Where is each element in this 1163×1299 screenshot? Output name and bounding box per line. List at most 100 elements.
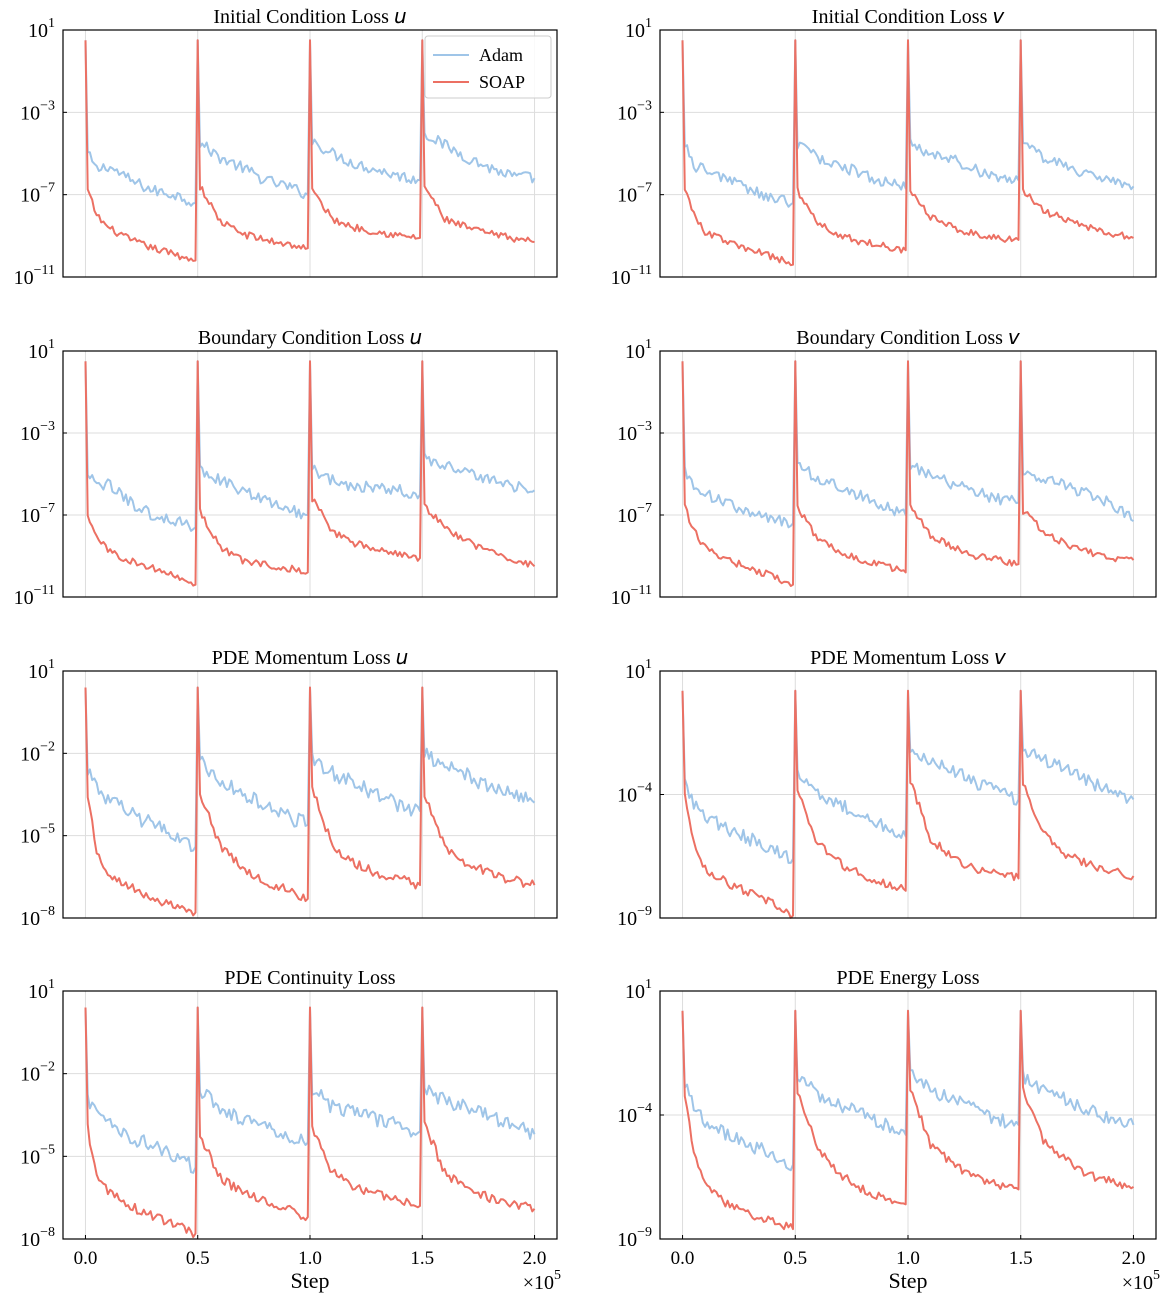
subplot-title: PDE Momentum Loss v xyxy=(810,645,1007,669)
legend-label-adam: Adam xyxy=(479,45,523,65)
y-tick-exponent: −8 xyxy=(40,904,55,919)
x-tick-label: 0.5 xyxy=(783,1248,807,1269)
axes-frame xyxy=(62,350,558,598)
subplot-1: 101 10−3 10−7 10−11 Initial Condition Loss u… xyxy=(14,4,558,289)
y-tick-exponent: −3 xyxy=(40,419,55,434)
y-tick-label: 101 xyxy=(28,16,55,42)
series-line-soap xyxy=(84,360,536,587)
y-tick-label: 10−3 xyxy=(617,419,652,445)
x-tick-label: 0.5 xyxy=(186,1248,210,1269)
subplot-7: 101 10−2 10−5 10−8 PDE Continuity Loss 0.0 0.5… xyxy=(20,967,561,1294)
y-tick-label: 10−3 xyxy=(20,419,55,445)
y-tick-label: 10−7 xyxy=(20,181,55,207)
subplot-title-variable: u xyxy=(396,645,409,669)
y-tick-exponent: −9 xyxy=(637,1225,652,1240)
y-tick-label: 10−5 xyxy=(20,1142,55,1168)
y-tick-label: 101 xyxy=(625,657,652,683)
subplot-title-variable: u xyxy=(394,4,407,28)
y-tick-label: 101 xyxy=(625,16,652,42)
y-tick-exponent: 1 xyxy=(645,16,652,31)
subplot-6: 101 10−4 10−9 PDE Momentum Loss v xyxy=(617,645,1157,930)
y-tick-label: 101 xyxy=(625,977,652,1003)
y-tick-exponent: 1 xyxy=(48,657,55,672)
y-tick-exponent: −3 xyxy=(637,419,652,434)
x-multiplier: ×105 xyxy=(523,1268,561,1294)
y-tick-exponent: −2 xyxy=(40,739,55,754)
y-tick-exponent: −4 xyxy=(637,1101,652,1116)
x-multiplier-exponent: 5 xyxy=(1153,1268,1160,1283)
x-multiplier: ×105 xyxy=(1122,1268,1160,1294)
y-tick-label: 10−11 xyxy=(14,263,55,289)
y-tick-label: 10−8 xyxy=(20,1225,55,1251)
y-tick-exponent: −7 xyxy=(637,181,652,196)
series-line-soap xyxy=(84,39,535,262)
y-tick-exponent: 1 xyxy=(645,657,652,672)
y-tick-exponent: −3 xyxy=(637,98,652,113)
y-tick-label: 10−2 xyxy=(20,739,55,765)
y-tick-exponent: 1 xyxy=(48,337,55,352)
y-tick-label: 10−3 xyxy=(617,98,652,124)
x-tick-label: 1.5 xyxy=(1009,1248,1033,1269)
series-line-soap xyxy=(84,1006,536,1239)
legend-label-soap: SOAP xyxy=(479,72,525,92)
y-tick-exponent: −9 xyxy=(637,904,652,919)
y-tick-exponent: −5 xyxy=(40,1142,55,1157)
y-tick-exponent: 1 xyxy=(645,977,652,992)
x-tick-label: 0.0 xyxy=(671,1248,695,1269)
y-tick-exponent: −4 xyxy=(637,781,652,796)
y-tick-label: 10−7 xyxy=(617,501,652,527)
y-tick-exponent: 1 xyxy=(48,16,55,31)
subplot-title-variable: v xyxy=(1008,325,1021,349)
y-tick-exponent: −3 xyxy=(40,98,55,113)
y-tick-label: 10−11 xyxy=(611,263,652,289)
x-axis-label: Step xyxy=(290,1268,329,1293)
subplot-2: 101 10−3 10−7 10−11 Initial Condition Loss v xyxy=(611,4,1157,289)
series-line-soap xyxy=(84,686,536,917)
x-tick-label: 0.0 xyxy=(74,1248,98,1269)
y-tick-exponent: −7 xyxy=(40,181,55,196)
y-tick-exponent: −5 xyxy=(40,822,55,837)
axes-frame xyxy=(62,670,558,919)
x-multiplier-exponent: 5 xyxy=(554,1268,561,1283)
y-tick-label: 101 xyxy=(28,657,55,683)
y-tick-label: 101 xyxy=(28,977,55,1003)
series-line-soap xyxy=(681,1009,1135,1231)
y-tick-exponent: −11 xyxy=(34,583,55,598)
subplot-title: PDE Energy Loss xyxy=(837,967,980,989)
y-tick-exponent: −8 xyxy=(40,1225,55,1240)
series-line-soap xyxy=(681,360,1135,587)
subplot-4: 101 10−3 10−7 10−11 Boundary Condition Loss … xyxy=(611,325,1157,609)
y-tick-label: 101 xyxy=(28,337,55,363)
y-tick-label: 10−3 xyxy=(20,98,55,124)
y-tick-label: 10−11 xyxy=(14,583,55,609)
x-tick-label: 1.0 xyxy=(896,1248,920,1269)
y-tick-label: 10−9 xyxy=(617,1225,652,1251)
y-tick-label: 10−7 xyxy=(617,181,652,207)
y-tick-label: 101 xyxy=(625,337,652,363)
subplot-5: 101 10−2 10−5 10−8 PDE Momentum Loss u xyxy=(20,645,558,930)
y-tick-label: 10−7 xyxy=(20,501,55,527)
y-tick-exponent: −2 xyxy=(40,1060,55,1075)
y-tick-exponent: −7 xyxy=(637,501,652,516)
series-line-soap xyxy=(681,689,1135,919)
x-tick-label: 2.0 xyxy=(1122,1248,1146,1269)
subplot-title: Boundary Condition Loss v xyxy=(796,325,1021,349)
subplot-3: 101 10−3 10−7 10−11 Boundary Condition Loss … xyxy=(14,325,558,609)
y-tick-exponent: −7 xyxy=(40,501,55,516)
y-tick-exponent: −11 xyxy=(34,263,55,278)
y-tick-exponent: −11 xyxy=(631,263,652,278)
subplot-title: Boundary Condition Loss u xyxy=(198,325,422,349)
series-line-soap xyxy=(681,39,1134,267)
axes-frame xyxy=(659,29,1157,278)
subplot-title-variable: u xyxy=(409,325,422,349)
axes-frame xyxy=(659,350,1157,598)
subplot-title: PDE Momentum Loss u xyxy=(212,645,409,669)
axes-frame xyxy=(62,29,558,278)
y-tick-label: 10−4 xyxy=(617,1101,652,1127)
y-tick-exponent: −11 xyxy=(631,583,652,598)
subplot-title: PDE Continuity Loss xyxy=(224,967,395,989)
y-tick-label: 10−5 xyxy=(20,822,55,848)
y-tick-label: 10−11 xyxy=(611,583,652,609)
subplot-title: Initial Condition Loss v xyxy=(812,4,1006,28)
y-tick-exponent: 1 xyxy=(48,977,55,992)
